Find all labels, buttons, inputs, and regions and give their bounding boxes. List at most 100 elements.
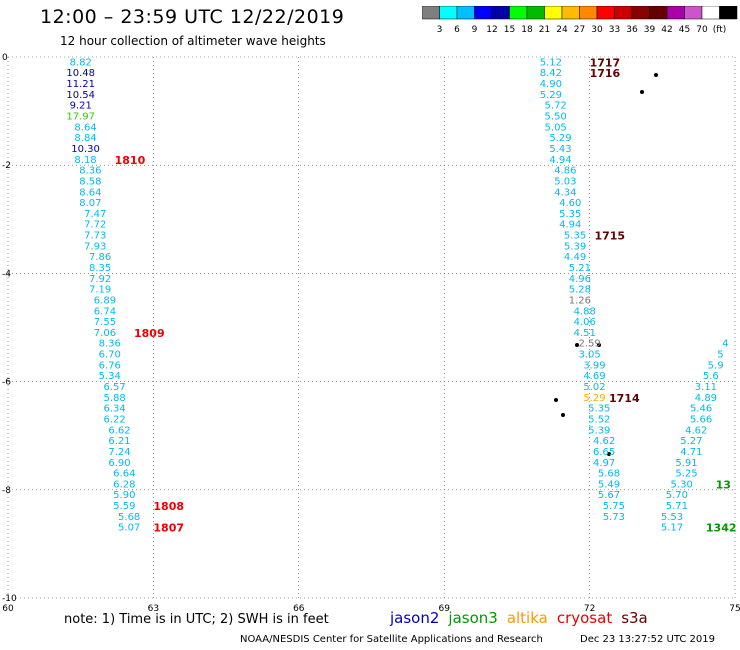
wave-height-value: 5.17 — [661, 523, 683, 534]
wave-height-value: 5.49 — [598, 479, 620, 490]
wave-height-value: 5.66 — [690, 414, 712, 425]
wave-height-value: 4.96 — [569, 274, 591, 285]
island-marker — [575, 343, 579, 347]
wave-height-value: 6.62 — [108, 425, 130, 436]
wave-height-value: 5.07 — [118, 523, 140, 534]
wave-height-value: 6.65 — [593, 447, 615, 458]
wave-height-value: 8.64 — [79, 187, 101, 198]
wave-height-value: 6.21 — [108, 436, 130, 447]
time-label: 1714 — [609, 392, 640, 405]
satellite-legend-entry: cryosat — [556, 609, 613, 627]
wave-height-value: 5.6 — [703, 371, 719, 382]
wave-height-value: 5.03 — [554, 176, 576, 187]
time-label: 1807 — [153, 522, 184, 535]
time-label: 1342 — [706, 522, 737, 535]
time-label: 13 — [716, 478, 731, 491]
wave-height-value: 5.72 — [545, 101, 567, 112]
wave-height-value: 6.74 — [94, 306, 116, 317]
wave-height-value: 4.90 — [540, 79, 562, 90]
wave-height-value: 5.67 — [598, 490, 620, 501]
wave-height-value: 8.18 — [74, 155, 96, 166]
wave-height-value: 5.28 — [569, 285, 591, 296]
wave-height-value: 5.53 — [661, 512, 683, 523]
y-tick-label: 0 — [2, 53, 8, 63]
x-tick-label: 66 — [293, 604, 305, 614]
wave-height-value: 7.47 — [84, 209, 106, 220]
wave-height-value: 5.68 — [118, 512, 140, 523]
wave-height-value: 4.71 — [680, 447, 702, 458]
time-label: 1808 — [153, 500, 184, 513]
wave-height-value: 8.36 — [99, 339, 121, 350]
wave-height-value: 5.35 — [588, 404, 610, 415]
wave-height-value: 4.88 — [574, 306, 596, 317]
wave-height-value: 5.70 — [666, 490, 688, 501]
wave-height-value: 6.64 — [113, 469, 135, 480]
wave-height-value: 5.21 — [569, 263, 591, 274]
wave-height-value: 5.34 — [99, 371, 121, 382]
color-scale-label: 15 — [504, 25, 515, 35]
wave-height-value: 5.75 — [603, 501, 625, 512]
color-scale-legend: 3 6 9 12 15 18 21 24 27 30 33 36 39 42 45 70 (ft) — [422, 6, 738, 35]
x-tick-label: 63 — [148, 604, 159, 614]
wave-height-value: 5.35 — [559, 209, 581, 220]
wave-height-value: 5.90 — [113, 490, 135, 501]
page-subtitle: 12 hour collection of altimeter wave hei… — [60, 34, 326, 48]
wave-height-value: 4.62 — [593, 436, 615, 447]
wave-height-value: 6.76 — [99, 360, 121, 371]
wave-height-value: 6.22 — [103, 414, 125, 425]
wave-height-value: 4.69 — [583, 371, 605, 382]
y-tick-label: -4 — [2, 269, 11, 279]
wave-height-value: 6.28 — [113, 479, 135, 490]
time-label: 1809 — [134, 327, 165, 340]
wave-height-value: 5.12 — [540, 57, 562, 68]
wave-height-value: 5.88 — [103, 393, 125, 404]
wave-height-value: 5.39 — [564, 241, 586, 252]
time-label: 1717 — [590, 56, 621, 69]
wave-height-value: 5.71 — [666, 501, 688, 512]
wave-height-value: 4.94 — [559, 220, 581, 231]
color-scale-label: 30 — [591, 25, 603, 35]
color-scale-label: 39 — [644, 25, 656, 35]
wave-height-value: 5.9 — [708, 360, 724, 371]
x-tick-label: 72 — [584, 604, 595, 614]
wave-height-value: 8.82 — [70, 57, 92, 68]
wave-height-value: 8.64 — [74, 122, 96, 133]
wave-height-value: 4.62 — [685, 425, 707, 436]
wave-height-value: 7.55 — [94, 317, 116, 328]
island-marker — [561, 413, 565, 417]
color-swatch — [719, 6, 738, 20]
footer-note: note: 1) Time is in UTC; 2) SWH is in fe… — [64, 612, 329, 627]
wave-height-value: 5.27 — [680, 436, 702, 447]
wave-height-value: 5.29 — [540, 90, 562, 101]
wave-height-value: 8.36 — [79, 166, 101, 177]
wave-height-value: 5.46 — [690, 404, 712, 415]
wave-height-value: 7.06 — [94, 328, 116, 339]
y-tick-label: -10 — [2, 594, 17, 604]
wave-height-value: 7.86 — [89, 252, 111, 263]
wave-height-value: 8.58 — [79, 176, 101, 187]
wave-height-value: 4.60 — [559, 198, 581, 209]
color-scale-label: 9 — [472, 25, 478, 35]
color-scale-label: 24 — [556, 25, 568, 35]
wave-height-value: 5.02 — [583, 382, 605, 393]
wave-height-value: 4.06 — [574, 317, 596, 328]
wave-height-value: 4.51 — [574, 328, 596, 339]
wave-height-value: 10.30 — [71, 144, 100, 155]
satellite-legend-entry: s3a — [621, 609, 648, 627]
color-scale-label: (ft) — [713, 25, 727, 35]
x-tick-label: 75 — [729, 604, 740, 614]
page-title: 12:00 – 23:59 UTC 12/22/2019 — [40, 6, 345, 28]
wave-height-value: 11.21 — [66, 79, 95, 90]
wave-height-value: 5.30 — [671, 479, 693, 490]
wave-height-value: 4 — [722, 339, 728, 350]
wave-height-value: 5.52 — [588, 414, 610, 425]
footer-timestamp: Dec 23 13:27:52 UTC 2019 — [580, 634, 715, 645]
wave-height-value: 1.26 — [569, 295, 591, 306]
wave-height-value: 5.68 — [598, 469, 620, 480]
satellite-legend-entry: jason2 — [390, 609, 440, 627]
wave-height-value: 5.05 — [545, 122, 567, 133]
wave-height-value: 7.72 — [84, 220, 106, 231]
wave-height-value: 5.29 — [549, 133, 571, 144]
color-scale-label: 12 — [486, 25, 497, 35]
